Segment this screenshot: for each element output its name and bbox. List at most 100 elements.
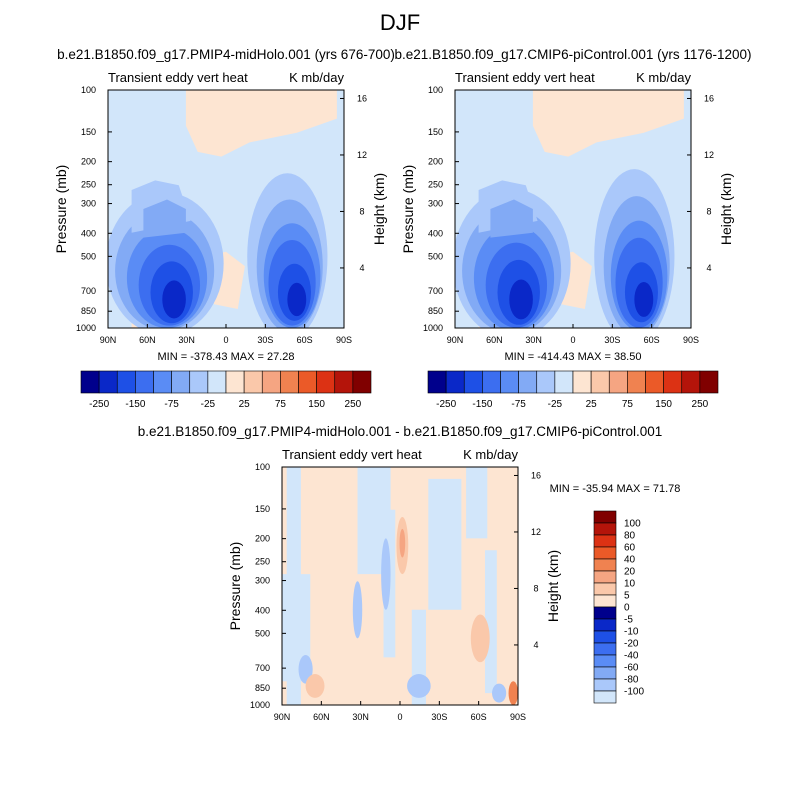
- colorbar-swatch: [243, 370, 263, 394]
- y2-tick-label: 16: [357, 93, 367, 103]
- negative-region: [428, 478, 462, 610]
- y-tick-label: 400: [255, 605, 270, 615]
- x-tick-label: 60N: [139, 335, 156, 345]
- positive-core: [470, 614, 490, 663]
- x-tick-label: 60N: [313, 712, 330, 722]
- x-tick-label: 90N: [447, 335, 464, 345]
- y2-tick-label: 12: [704, 150, 714, 160]
- colorbar-swatch: [116, 370, 136, 394]
- y2-axis-title: Height (km): [545, 550, 561, 622]
- y-tick-label: 100: [255, 462, 270, 472]
- region-light: [455, 90, 484, 157]
- y-tick-label: 150: [428, 127, 443, 137]
- colorbar-label: 80: [624, 531, 636, 542]
- y2-tick-label: 8: [359, 206, 364, 216]
- x-tick-label: 90N: [100, 335, 117, 345]
- colorbar-swatch: [593, 606, 617, 620]
- positive-region: [185, 90, 337, 157]
- colorbar-swatch: [593, 690, 617, 704]
- colorbar-swatch: [699, 370, 719, 394]
- colorbar-swatch: [663, 370, 683, 394]
- sh-storm-track-level-5: [634, 281, 654, 317]
- x-tick-label: 60N: [486, 335, 503, 345]
- y-tick-label: 100: [428, 85, 443, 95]
- colorbar-label: -250: [89, 399, 109, 410]
- x-tick-label: 60S: [297, 335, 313, 345]
- y-tick-label: 150: [81, 127, 96, 137]
- colorbar-label: 250: [345, 399, 362, 410]
- colorbar-swatch: [171, 370, 191, 394]
- y-tick-label: 1000: [250, 700, 270, 710]
- negative-region: [466, 467, 488, 539]
- colorbar-swatch: [593, 510, 617, 524]
- y2-tick-label: 12: [357, 150, 367, 160]
- y-tick-label: 1000: [423, 323, 443, 333]
- colorbar-swatch: [536, 370, 556, 394]
- colorbar-label: -75: [511, 399, 526, 410]
- y-tick-label: 850: [81, 306, 96, 316]
- colorbar-label: 25: [239, 399, 251, 410]
- colorbar-label: -250: [436, 399, 456, 410]
- y2-tick-label: 4: [359, 263, 364, 273]
- y2-axis-title: Height (km): [371, 173, 387, 245]
- negative-core: [298, 655, 313, 684]
- colorbar-swatch: [593, 618, 617, 632]
- y2-tick-label: 4: [706, 263, 711, 273]
- negative-region: [485, 550, 497, 694]
- panel-title: b.e21.B1850.f09_g17.PMIP4-midHolo.001 (y…: [57, 47, 395, 62]
- y2-tick-label: 8: [706, 206, 711, 216]
- colorbar-swatch: [334, 370, 354, 394]
- colorbar-label: -150: [125, 399, 145, 410]
- x-tick-label: 30S: [257, 335, 273, 345]
- y2-tick-label: 16: [704, 93, 714, 103]
- colorbar-label: 150: [308, 399, 325, 410]
- nh-storm-track-level-5: [162, 280, 186, 319]
- colorbar-swatch: [593, 666, 617, 680]
- colorbar-swatch: [135, 370, 154, 394]
- panel-right-label: K mb/day: [636, 70, 691, 85]
- colorbar-swatch: [645, 370, 664, 394]
- x-tick-label: 30N: [178, 335, 195, 345]
- x-tick-label: 90S: [683, 335, 699, 345]
- colorbar-swatch: [463, 370, 483, 394]
- colorbar-swatch: [593, 594, 617, 608]
- y2-tick-label: 16: [531, 470, 541, 480]
- colorbar-swatch: [593, 558, 617, 572]
- y2-tick-label: 12: [531, 527, 541, 537]
- colorbar-label: -25: [201, 399, 216, 410]
- colorbar-swatch: [207, 370, 227, 394]
- colorbar-label: 40: [624, 555, 636, 566]
- y-tick-label: 500: [255, 628, 270, 638]
- colorbar-swatch: [352, 370, 372, 394]
- colorbar-label: 75: [622, 399, 634, 410]
- x-tick-label: 30S: [431, 712, 447, 722]
- x-tick-label: 30S: [604, 335, 620, 345]
- colorbar-swatch: [593, 642, 617, 656]
- colorbar-swatch: [593, 678, 617, 692]
- colorbar-label: 0: [624, 603, 630, 614]
- panel-left-label: Transient eddy vert heat: [455, 70, 595, 85]
- y-tick-label: 100: [81, 85, 96, 95]
- colorbar-label: 150: [655, 399, 672, 410]
- colorbar-swatch: [593, 534, 617, 548]
- panel-right-label: K mb/day: [289, 70, 344, 85]
- y-tick-label: 700: [428, 286, 443, 296]
- y-tick-label: 500: [428, 251, 443, 261]
- positive-core: [399, 528, 406, 558]
- colorbar-swatch: [280, 370, 299, 394]
- colorbar-label: -150: [472, 399, 492, 410]
- nh-upper-extension: [490, 199, 533, 238]
- colorbar-swatch: [593, 582, 617, 596]
- y2-axis-title: Height (km): [718, 173, 734, 245]
- nh-storm-track-level-5: [509, 279, 533, 320]
- y-tick-label: 200: [428, 157, 443, 167]
- minmax-text: MIN = -378.43 MAX = 27.28: [158, 351, 295, 363]
- panel-left-label: Transient eddy vert heat: [282, 447, 422, 462]
- negative-core: [352, 581, 363, 639]
- colorbar-swatch: [225, 370, 245, 394]
- colorbar-swatch: [445, 370, 465, 394]
- minmax-text: MIN = -35.94 MAX = 71.78: [550, 483, 681, 495]
- colorbar-label: 100: [624, 519, 641, 530]
- colorbar-label: -100: [624, 687, 644, 698]
